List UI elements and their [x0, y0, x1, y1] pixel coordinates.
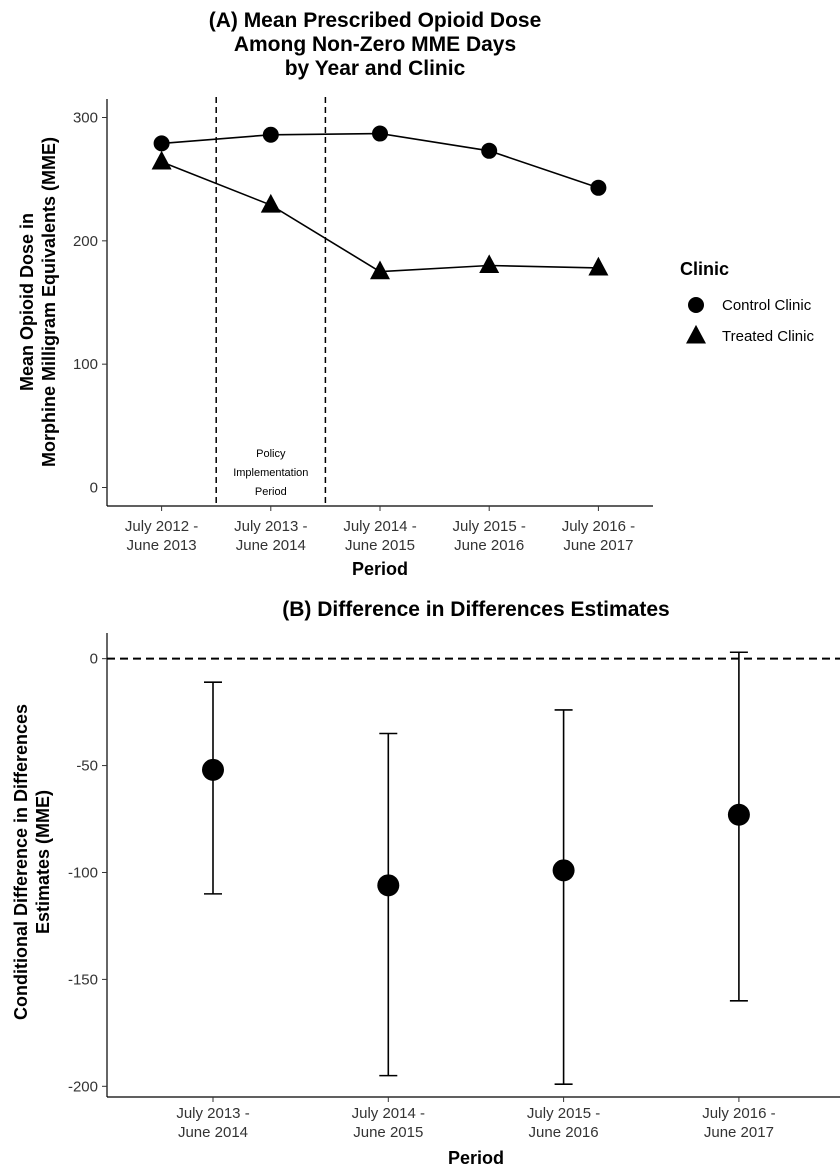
data-point-control-clinic — [481, 142, 498, 159]
series-line-treated-clinic — [161, 161, 599, 273]
chart-a-x-tick-label: July 2014 -June 2015 — [343, 518, 416, 554]
data-point-control-clinic — [590, 179, 607, 196]
chart-a-y-tick-label: 100 — [73, 356, 98, 373]
chart-b-y-tick-label: -100 — [68, 864, 98, 881]
policy-period-label: Policy Implementation Period — [233, 448, 308, 498]
chart-b-x-tick-label: July 2013 -June 2014 — [176, 1105, 249, 1141]
chart-b-y-axis-title: Conditional Difference in Differences Est… — [11, 704, 53, 1020]
legend-label: Control Clinic — [722, 297, 812, 314]
chart-a-y-tick-label: 300 — [73, 110, 98, 127]
legend-label: Treated Clinic — [722, 328, 814, 345]
data-point-treated-clinic — [588, 256, 609, 276]
chart-a-x-tick-label: July 2016 -June 2017 — [562, 518, 635, 554]
legend-title: Clinic — [680, 259, 729, 279]
estimate-point — [202, 758, 224, 781]
chart-a-x-tick-label: July 2012 -June 2013 — [125, 518, 198, 554]
panel-a-chart: (A) Mean Prescribed Opioid Dose Among Non… — [17, 9, 814, 579]
chart-a-title: (A) Mean Prescribed Opioid Dose Among Non… — [209, 9, 542, 80]
chart-a-x-tick-label: July 2013 -June 2014 — [234, 518, 307, 554]
data-point-control-clinic — [153, 135, 170, 152]
chart-b-x-tick-label: July 2015 -June 2016 — [527, 1105, 600, 1141]
data-point-treated-clinic — [260, 193, 281, 213]
chart-a-y-axis-title: Mean Opioid Dose in Morphine Milligram Eq… — [17, 137, 59, 467]
legend-marker-control-clinic — [688, 297, 704, 313]
chart-a-x-axis-title: Period — [352, 559, 408, 579]
data-point-treated-clinic — [479, 254, 500, 274]
chart-a-y-tick-label: 200 — [73, 233, 98, 250]
chart-b-x-tick-label: July 2016 -June 2017 — [702, 1105, 775, 1141]
series-line-control-clinic — [161, 132, 599, 189]
panel-b-chart: (B) Difference in Differences Estimates 0… — [11, 598, 840, 1168]
chart-b-y-tick-label: 0 — [90, 651, 98, 668]
data-point-control-clinic — [262, 126, 279, 143]
chart-b-y-tick-label: -200 — [68, 1078, 98, 1095]
legend-marker-treated-clinic — [686, 324, 706, 344]
chart-b-y-tick-label: -50 — [76, 758, 98, 775]
data-point-treated-clinic — [370, 260, 390, 280]
chart-b-x-axis-title: Period — [448, 1148, 504, 1168]
chart-b-y-tick-label: -150 — [68, 971, 98, 988]
chart-a-y-tick-label: 0 — [90, 480, 98, 497]
estimate-point — [727, 803, 750, 826]
data-point-treated-clinic — [151, 150, 172, 170]
estimate-point — [552, 859, 575, 882]
chart-b-x-tick-label: July 2014 -June 2015 — [352, 1105, 425, 1141]
chart-b-title: (B) Difference in Differences Estimates — [282, 598, 669, 621]
estimate-point — [377, 874, 400, 897]
data-point-control-clinic — [372, 125, 388, 142]
chart-a-x-tick-label: July 2015 -June 2016 — [453, 518, 526, 554]
